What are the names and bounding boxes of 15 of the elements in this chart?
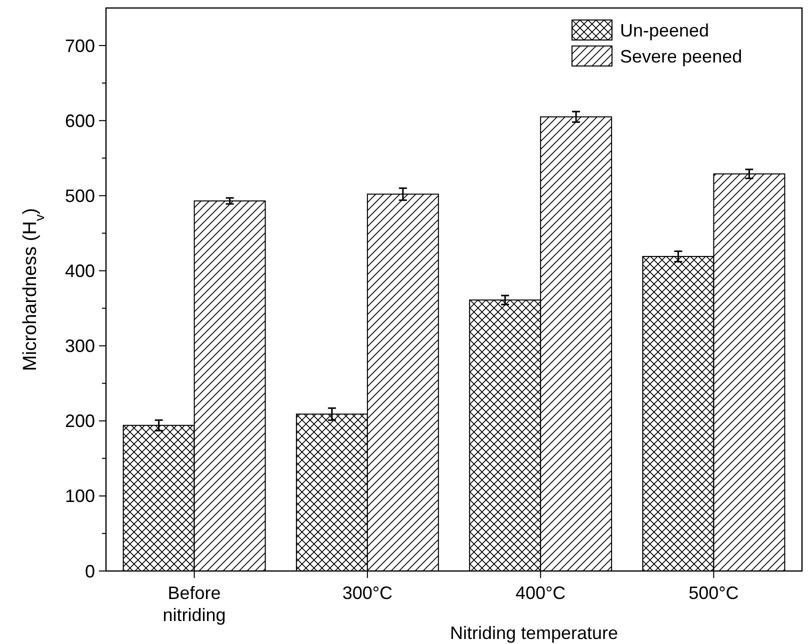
y-tick-label: 200 [64,411,95,432]
x-axis-title: Nitriding temperature [450,623,618,643]
legend-label: Un-peened [620,20,710,40]
y-tick-label: 700 [64,36,95,56]
x-tick-label: Before nitriding [162,583,226,625]
legend-label: Severe peened [620,46,742,66]
y-tick-label: 0 [84,561,95,582]
x-tick-label: 300°C [342,583,393,603]
y-tick-label: 500 [64,186,95,206]
x-tick-label: 500°C [688,583,739,603]
y-tick-label: 100 [64,486,95,506]
y-tick-label: 600 [64,110,95,131]
y-tick-label: 300 [64,336,95,356]
y-tick-label: 400 [64,261,95,282]
x-tick-label: 400°C [515,583,566,603]
